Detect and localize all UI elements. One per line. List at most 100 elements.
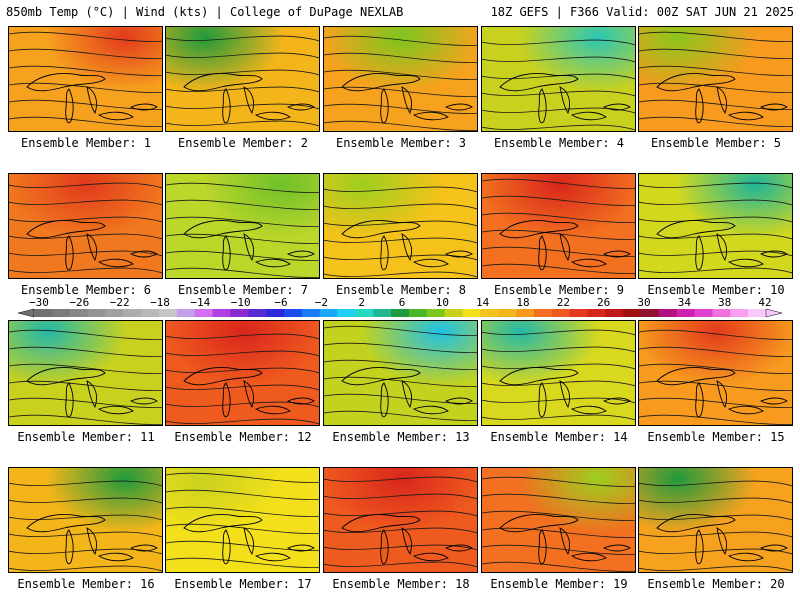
contour-line [9,65,162,76]
great-lakes-coastline [26,514,106,533]
great-lakes-coastline [97,258,134,268]
great-lakes-coastline [716,86,728,115]
great-lakes-coastline [412,258,449,268]
map-title: 850mb Temp (°C) | Wind (kts) | College o… [6,5,404,19]
contour-line [9,414,162,425]
contour-line [324,35,477,46]
contour-line [166,350,319,357]
great-lakes-coastline [380,529,389,565]
contour-line [324,69,477,80]
contour-line [9,267,162,274]
great-lakes-coastline [183,367,263,386]
temperature-shading [482,174,635,278]
contour-line [166,250,319,261]
contour-line [9,380,162,391]
contour-line [482,39,635,46]
great-lakes-coastline [727,552,764,562]
colorbar-swatch [712,309,731,317]
ensemble-member-map [481,173,636,279]
colorbar-swatch [533,309,553,317]
contour-line [324,186,477,193]
colorbar-tick-label: −18 [150,296,170,309]
contour-line [324,493,477,500]
contour-line [482,397,635,404]
great-lakes-coastline [341,220,421,239]
contour-line [639,233,792,240]
contour-line [324,342,477,353]
colorbar-swatch [283,309,303,317]
temperature-shading [324,321,477,425]
colorbar-swatch [569,309,588,317]
great-lakes-coastline [656,367,736,386]
great-lakes-coastline [759,103,788,111]
colorbar-tick-label: 10 [436,296,449,309]
colorbar-min-arrow [17,308,35,318]
colorbar-swatch [194,309,213,317]
contour-line [324,237,477,244]
contour-line [482,527,635,538]
ensemble-member-map [481,320,636,426]
colorbar-swatch [730,309,749,317]
great-lakes-coastline [716,233,728,262]
contour-line [9,116,162,127]
great-lakes-coastline [727,405,764,415]
contour-line [9,31,162,42]
contour-line [9,548,162,555]
ensemble-member-label: Ensemble Member: 6 [20,283,152,297]
great-lakes-coastline [222,88,231,124]
colorbar-swatch [158,309,178,317]
contour-line [166,52,319,59]
great-lakes-coastline [86,233,98,262]
contour-line [639,48,792,59]
contour-line [324,544,477,551]
contour-line [324,359,477,370]
contour-line [639,250,792,257]
great-lakes-coastline [444,544,473,552]
great-lakes-coastline [26,220,106,239]
ensemble-member-label: Ensemble Member: 4 [493,136,625,150]
colorbar-tick-label: 34 [678,296,692,309]
contour-line [9,397,162,408]
contour-line [639,182,792,189]
great-lakes-coastline [656,220,736,239]
colorbar-tick-label: −10 [231,296,251,309]
great-lakes-coastline [401,233,413,262]
ensemble-member-label: Ensemble Member: 19 [490,577,628,591]
great-lakes-coastline [538,529,547,565]
colorbar-tick-label: 22 [557,296,570,309]
ensemble-member-map [638,173,793,279]
contour-line [9,82,162,93]
ensemble-member-map [323,320,478,426]
great-lakes-coastline [222,529,231,565]
ensemble-member-label: Ensemble Member: 1 [20,136,152,150]
colorbar-tick-label: 26 [597,296,610,309]
great-lakes-coastline [570,111,607,121]
great-lakes-coastline [444,103,473,111]
contour-line [482,107,635,114]
great-lakes-coastline [129,250,158,258]
ensemble-member-map [323,26,478,132]
contour-line [482,346,635,353]
great-lakes-coastline [695,382,704,418]
great-lakes-coastline [499,367,579,386]
colorbar-swatch [176,309,196,317]
ensemble-member-map [165,26,320,132]
contour-line [166,401,319,408]
colorbar-swatch [587,309,606,317]
great-lakes-coastline [570,258,607,268]
temperature-shading [166,27,319,131]
ensemble-member-label: Ensemble Member: 10 [647,283,785,297]
colorbar-swatch [230,309,249,317]
contour-line [482,510,635,521]
great-lakes-coastline [243,527,255,556]
ensemble-member-label: Ensemble Member: 3 [335,136,467,150]
colorbar-swatch [623,309,642,317]
contour-line [166,103,319,110]
colorbar-tick-label: 18 [516,296,529,309]
great-lakes-coastline [444,397,473,405]
contour-line [482,329,635,336]
colorbar-swatch [266,309,285,317]
contour-line [639,82,792,93]
ensemble-member-label: Ensemble Member: 2 [177,136,309,150]
colorbar-swatch [391,309,410,317]
